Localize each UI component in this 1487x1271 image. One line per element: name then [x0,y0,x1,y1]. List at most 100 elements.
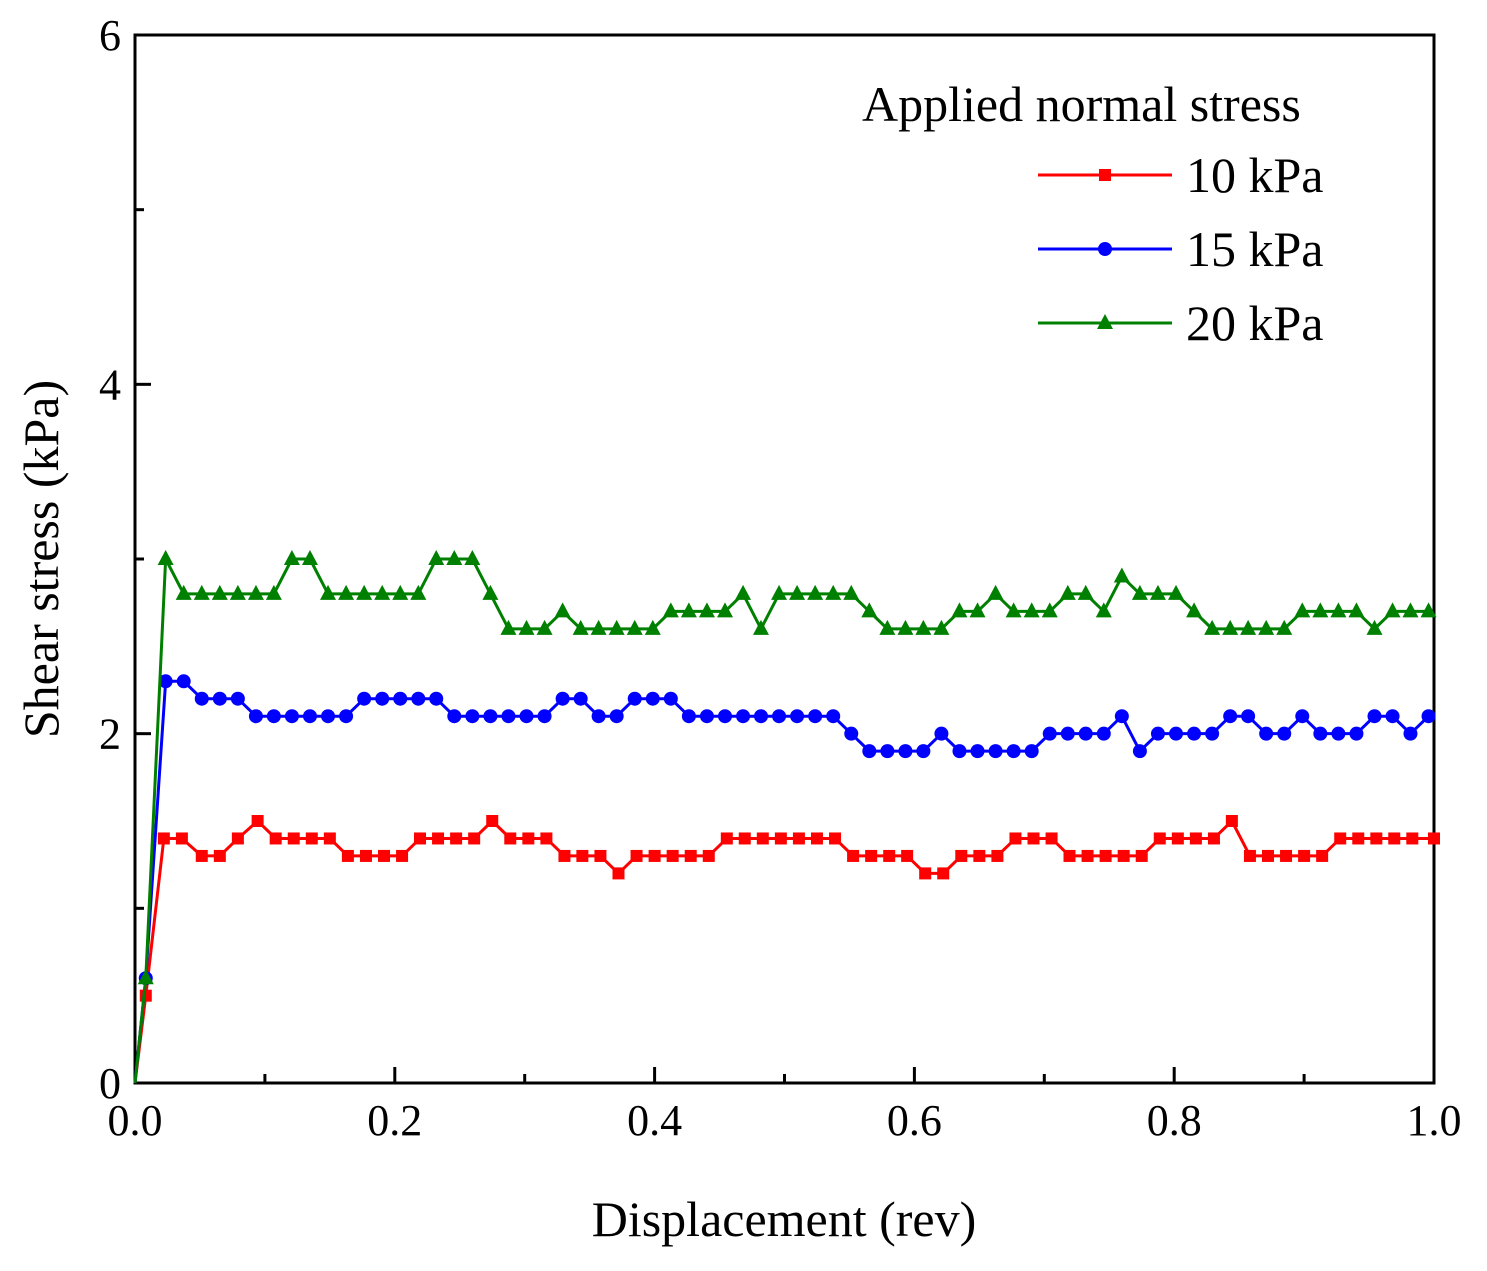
data-point [698,602,715,618]
data-point [540,832,553,845]
data-point [1261,849,1274,862]
data-point [1006,744,1021,759]
data-point [1316,849,1329,862]
legend-label: 10 kPa [1186,147,1324,203]
data-point [916,744,931,759]
data-point [774,832,787,845]
data-point [1153,832,1166,845]
data-point [810,832,823,845]
data-point [321,709,336,724]
data-point [644,619,661,635]
data-point [1045,832,1058,845]
legend-swatch-marker [1097,314,1113,329]
data-point [1009,832,1022,845]
data-point [501,709,516,724]
data-point [1081,849,1094,862]
data-point [392,584,409,600]
data-point [988,744,1003,759]
data-point [1406,832,1419,845]
data-point [341,849,354,862]
data-point [1187,726,1202,741]
data-point [826,709,841,724]
data-point [699,709,714,724]
data-point [519,709,534,724]
data-point [468,832,481,845]
data-point [1150,726,1165,741]
data-point [555,691,570,706]
data-point [952,744,967,759]
data-point [1331,726,1346,741]
data-point [919,867,932,880]
data-point [500,619,517,635]
data-point [229,584,246,600]
data-point [1095,602,1112,618]
legend-item: 20 kPa [1038,295,1324,351]
data-point [861,602,878,618]
x-tick-label: 0.0 [108,1096,163,1145]
data-point [1277,726,1292,741]
data-point [898,744,913,759]
axes: 0.0 0.2 0.4 0.6 0.8 1.0 0 2 4 6 [99,11,1462,1145]
data-point [771,584,788,600]
data-point [1421,709,1436,724]
data-point [464,550,481,565]
data-point [1258,619,1275,635]
x-tick-label: 1.0 [1407,1096,1462,1145]
data-point [195,849,208,862]
data-point [428,550,445,565]
x-tick-label: 0.2 [367,1096,422,1145]
data-point [465,709,480,724]
data-point [1078,726,1093,741]
data-point [991,849,1004,862]
data-point [590,619,607,635]
data-point [213,849,226,862]
data-point [1420,602,1437,618]
data-point [756,832,769,845]
data-point [969,602,986,618]
data-point [1060,726,1075,741]
data-point [537,709,552,724]
data-point [1313,726,1328,741]
data-point [973,849,986,862]
data-point [718,709,733,724]
series-line [133,679,1430,1084]
data-point [717,602,734,618]
data-point [320,584,337,600]
data-point [158,674,173,689]
data-point [901,849,914,862]
data-point [1294,602,1311,618]
data-point [807,584,824,600]
data-point [1135,849,1148,862]
legend-item: 15 kPa [1038,221,1324,277]
data-point [680,602,697,618]
data-point [411,691,426,706]
data-point [847,849,860,862]
data-point [378,849,391,862]
data-point [266,709,281,724]
data-point [829,832,842,845]
data-point [753,709,768,724]
data-point [447,709,462,724]
data-point [176,674,191,689]
data-point [1024,744,1039,759]
data-point [554,602,571,618]
data-point [576,849,589,862]
data-point [684,849,697,862]
data-point [1225,815,1238,827]
data-point [987,584,1004,600]
data-point [287,832,300,845]
data-point [1041,602,1058,618]
data-point [738,832,751,845]
data-point [666,849,679,862]
data-point [933,619,950,635]
data-point [792,832,805,845]
data-point [1132,744,1147,759]
data-point [1348,602,1365,618]
data-point [789,584,806,600]
legend-label: 15 kPa [1186,221,1324,277]
data-point [301,550,318,565]
data-point [880,744,895,759]
data-point [790,709,805,724]
y-tick-label: 4 [99,360,121,409]
